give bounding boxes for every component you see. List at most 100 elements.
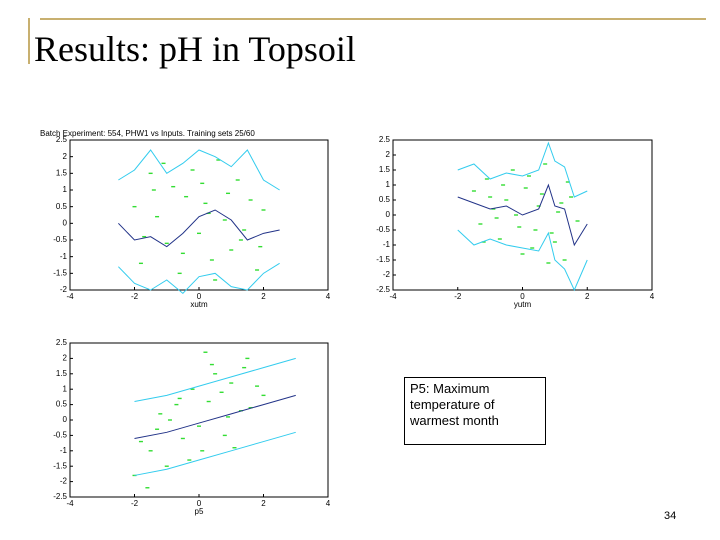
- y-tick-label: -2.5: [53, 492, 67, 501]
- y-tick-label: 1.5: [379, 165, 391, 174]
- point: [510, 169, 515, 171]
- point: [248, 406, 253, 409]
- x-tick-label: 2: [585, 292, 590, 301]
- point: [187, 459, 192, 461]
- point: [190, 169, 195, 171]
- x-tick-label: 0: [197, 499, 202, 508]
- point: [142, 235, 147, 238]
- x-tick-label: -4: [66, 499, 74, 508]
- y-tick-label: 2.5: [56, 338, 68, 347]
- y-tick-label: 1.5: [56, 168, 68, 177]
- x-axis-label: yutm: [514, 300, 532, 309]
- line: [457, 229, 588, 292]
- point: [213, 373, 218, 375]
- y-tick-label: 0.5: [379, 195, 391, 204]
- point: [514, 214, 519, 216]
- point: [504, 199, 509, 201]
- point: [484, 178, 489, 180]
- point: [242, 366, 247, 369]
- point: [219, 391, 224, 393]
- y-tick-label: 2.5: [56, 135, 68, 144]
- x-tick-label: 2: [261, 292, 266, 301]
- point: [533, 229, 538, 231]
- y-tick-label: -2.5: [376, 285, 390, 294]
- accent-horizontal: [40, 18, 706, 20]
- y-tick-label: 0.5: [56, 400, 68, 409]
- y-tick-label: -2: [60, 477, 68, 486]
- point: [222, 434, 227, 437]
- line: [457, 141, 588, 198]
- point: [226, 416, 231, 418]
- y-tick-label: -1: [60, 252, 68, 261]
- point: [200, 450, 205, 452]
- y-tick-label: 0: [386, 210, 391, 219]
- y-tick-label: -1.5: [376, 255, 390, 264]
- point: [171, 185, 176, 188]
- point: [180, 437, 185, 440]
- point: [523, 187, 528, 189]
- x-tick-label: -2: [131, 292, 139, 301]
- x-tick-label: 0: [197, 292, 202, 301]
- y-tick-label: -0.5: [53, 431, 67, 440]
- y-tick-label: -1: [383, 240, 391, 249]
- point: [164, 242, 169, 245]
- line: [118, 149, 280, 191]
- y-tick-label: -1: [60, 446, 68, 455]
- point: [478, 223, 483, 225]
- point: [556, 211, 561, 213]
- point: [229, 382, 234, 384]
- plot-frame: [69, 139, 329, 291]
- y-tick-label: 0: [63, 218, 68, 227]
- point: [158, 413, 163, 415]
- point: [216, 159, 221, 161]
- x-tick-label: -4: [66, 292, 74, 301]
- y-tick-label: 2: [63, 152, 68, 161]
- point: [245, 357, 250, 360]
- point: [261, 209, 266, 211]
- point: [242, 229, 247, 231]
- x-tick-label: -2: [454, 292, 462, 301]
- point: [248, 199, 253, 201]
- point: [190, 388, 195, 390]
- point: [180, 252, 185, 255]
- point: [209, 363, 214, 366]
- point: [167, 419, 172, 421]
- y-tick-label: 2: [386, 150, 391, 159]
- point: [145, 487, 150, 489]
- slide-title: Results: pH in Topsoil: [34, 29, 356, 69]
- line: [457, 183, 588, 247]
- line: [134, 357, 296, 403]
- point: [569, 196, 574, 198]
- point: [235, 179, 240, 181]
- point: [148, 450, 153, 452]
- chart-title: Batch Experiment: 554, PHW1 vs Inputs. T…: [40, 129, 255, 138]
- point: [132, 205, 137, 208]
- point: [226, 192, 231, 195]
- x-tick-label: 0: [520, 292, 525, 301]
- point: [543, 163, 548, 165]
- point: [501, 184, 506, 186]
- y-tick-label: 1: [63, 384, 68, 393]
- point: [549, 232, 554, 234]
- point: [471, 190, 476, 192]
- point: [155, 215, 160, 218]
- x-tick-label: -4: [389, 292, 397, 301]
- note-box: P5: Maximum temperature of warmest month: [404, 377, 546, 445]
- point: [539, 193, 544, 195]
- point: [213, 279, 218, 281]
- point: [530, 247, 535, 249]
- y-tick-label: -1.5: [53, 268, 67, 277]
- point: [255, 385, 260, 387]
- y-tick-label: 0.5: [56, 202, 68, 211]
- point: [552, 241, 557, 243]
- point: [174, 403, 179, 406]
- point: [258, 245, 263, 248]
- x-axis-label: p5: [195, 507, 204, 516]
- point: [148, 172, 153, 175]
- y-tick-label: 2: [63, 354, 68, 363]
- point: [497, 238, 502, 240]
- point: [562, 259, 567, 261]
- point: [155, 428, 160, 430]
